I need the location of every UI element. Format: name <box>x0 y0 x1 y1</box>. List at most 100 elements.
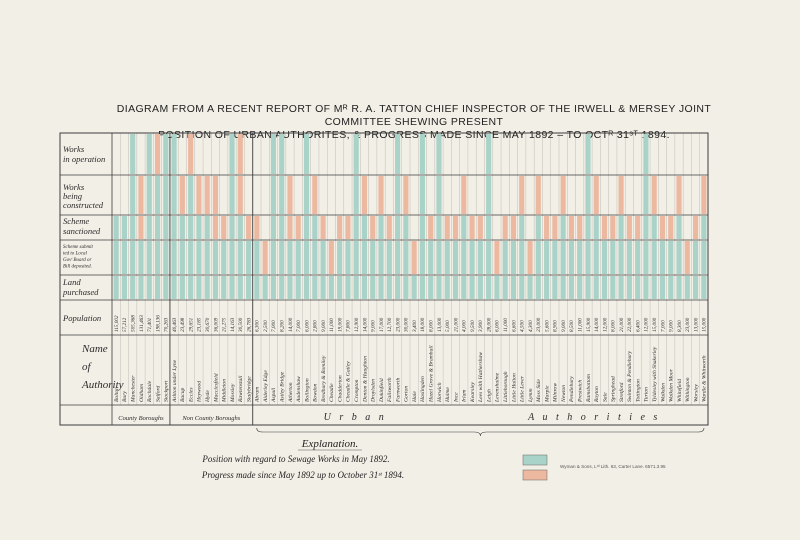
authority-name-61: Springhead <box>611 376 617 402</box>
cell-16-stage-2 <box>237 176 243 214</box>
population-21: 8,200 <box>279 320 285 332</box>
authority-name-48: Littleborough <box>503 371 509 403</box>
population-63: 22,000 <box>627 317 633 332</box>
cell-68-stage-3 <box>668 216 674 239</box>
cell-40-stage-1 <box>436 134 442 174</box>
cell-10-stage-2 <box>188 176 194 214</box>
cell-4-stage-2 <box>138 176 144 214</box>
authority-name-46: Leigh <box>486 389 492 403</box>
cell-14-stage-5 <box>221 276 227 299</box>
cell-8-stage-1 <box>171 134 177 174</box>
authority-name-31: Denton & Haughton <box>362 356 368 403</box>
cell-50-stage-5 <box>519 276 525 299</box>
cell-28-stage-5 <box>337 276 343 299</box>
population-19: 2,500 <box>263 320 269 332</box>
population-17: 26,783 <box>246 317 252 332</box>
authority-name-36: Gorton <box>404 386 410 402</box>
cell-54-stage-3 <box>552 216 558 239</box>
population-9: 23,498 <box>179 317 186 332</box>
cell-66-stage-5 <box>651 276 657 299</box>
cell-3-stage-2 <box>130 176 136 214</box>
cell-6-stage-5 <box>154 276 161 299</box>
population-56: 8,500 <box>569 320 575 332</box>
label-scheme-submitted-line: Bill deposited. <box>63 265 92 270</box>
population-50: 4,500 <box>519 320 526 332</box>
population-26: 9,000 <box>321 320 327 332</box>
cell-5-stage-2 <box>146 176 152 214</box>
population-25: 2,800 <box>313 320 319 332</box>
cell-20-stage-4 <box>270 241 276 274</box>
label-land-purchased-line: Land <box>62 277 81 287</box>
cell-23-stage-3 <box>295 216 301 239</box>
cell-55-stage-4 <box>560 241 566 274</box>
cell-31-stage-4 <box>361 241 368 274</box>
imprint: Wyman & Sons, Lᵗᵈ Lith. 63, Carter Lane.… <box>560 464 666 469</box>
population-48: 11,000 <box>503 318 509 332</box>
authority-name-60: Sale <box>602 392 608 402</box>
cell-30-stage-4 <box>353 241 359 274</box>
cell-30-stage-1 <box>353 134 359 174</box>
population-44: 9,500 <box>470 320 476 332</box>
authority-name-21: Astley Bridge <box>279 371 285 403</box>
cell-21-stage-4 <box>279 241 285 274</box>
population-65: 12,000 <box>644 317 650 332</box>
cell-33-stage-5 <box>378 276 384 299</box>
cell-60-stage-3 <box>601 216 608 239</box>
authority-name-8: Ashton under Lyne <box>172 359 178 403</box>
authority-name-3: Manchester <box>130 375 136 403</box>
cell-38-stage-5 <box>419 276 425 299</box>
cell-10-stage-3 <box>188 216 194 239</box>
label-land-purchased-line: purchased <box>62 287 99 297</box>
cell-33-stage-4 <box>378 241 384 274</box>
cell-46-stage-4 <box>486 241 492 274</box>
cell-63-stage-4 <box>626 241 632 274</box>
cell-70-stage-5 <box>684 276 690 299</box>
cell-62-stage-5 <box>618 276 624 299</box>
authority-name-59: Royton <box>594 386 600 403</box>
cell-12-stage-4 <box>204 241 210 274</box>
group-county-boroughs: County Boroughs <box>118 415 164 422</box>
cell-61-stage-4 <box>610 241 616 274</box>
cell-59-stage-2 <box>593 176 599 214</box>
cell-16-stage-4 <box>237 241 243 274</box>
cell-20-stage-2 <box>270 176 276 214</box>
cell-6-stage-4 <box>154 241 161 274</box>
authority-name-54: Milnrow <box>553 383 559 403</box>
cell-14-stage-4 <box>221 241 227 274</box>
cell-8-stage-5 <box>171 276 177 299</box>
cell-10-stage-1 <box>188 134 194 174</box>
cell-58-stage-3 <box>585 216 591 239</box>
cell-19-stage-4 <box>262 241 268 274</box>
cell-32-stage-4 <box>370 241 376 274</box>
cell-21-stage-3 <box>279 216 285 239</box>
population-59: 14,000 <box>593 317 600 332</box>
label-scheme-submitted-line: Govᵗ Board or <box>63 257 91 263</box>
cell-4-stage-3 <box>138 216 144 239</box>
group-authorities: A u t h o r i t i e s <box>527 412 660 423</box>
authority-name-47: Levenshulme <box>495 372 501 403</box>
authority-name-63: Swinton & Pendlebury <box>627 351 633 402</box>
authority-name-52: Moss Side <box>536 379 542 403</box>
cell-42-stage-4 <box>452 241 459 274</box>
authority-name-7: Stockport <box>164 380 170 402</box>
cell-45-stage-3 <box>477 216 483 239</box>
population-41: 5,000 <box>445 320 451 332</box>
cell-56-stage-4 <box>568 241 574 274</box>
cell-33-stage-2 <box>378 176 384 214</box>
population-60: 12,000 <box>602 317 608 332</box>
cell-22-stage-2 <box>287 176 293 214</box>
authority-name-49: Little Hulton <box>511 373 517 403</box>
authority-name-45: Lees with Hathershaw <box>478 352 484 403</box>
cell-29-stage-3 <box>345 216 351 239</box>
cell-24-stage-5 <box>303 276 310 299</box>
cell-62-stage-4 <box>618 241 624 274</box>
population-10: 29,651 <box>188 317 194 332</box>
population-53: 5,600 <box>544 320 550 332</box>
authority-name-10: Eccles <box>188 387 194 403</box>
label-works-in-operation-line: Works <box>63 144 85 154</box>
population-38: 18,000 <box>420 317 426 332</box>
cell-52-stage-2 <box>535 176 541 214</box>
cell-28-stage-4 <box>337 241 343 274</box>
cell-55-stage-3 <box>560 216 566 239</box>
authority-name-44: Kearsley <box>470 382 476 403</box>
